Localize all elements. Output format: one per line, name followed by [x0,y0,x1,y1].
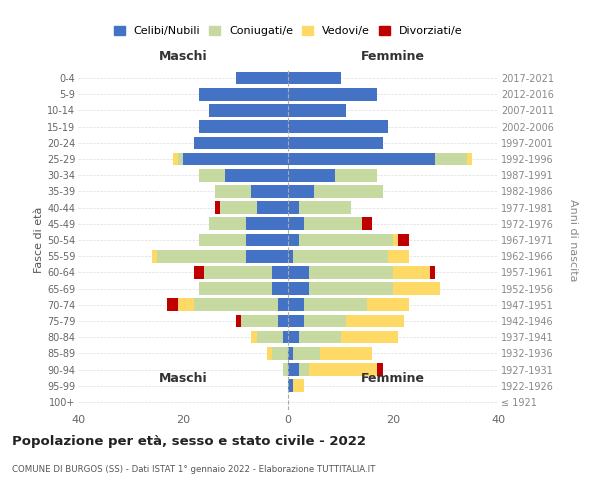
Text: Femmine: Femmine [361,372,425,386]
Bar [288,136,383,149]
Bar [199,234,246,246]
Bar [193,136,288,149]
Bar [199,282,272,295]
Bar [430,266,435,278]
Bar [288,298,304,311]
Bar [257,331,283,344]
Bar [293,380,304,392]
Bar [277,314,288,328]
Bar [288,218,304,230]
Text: COMUNE DI BURGOS (SS) - Dati ISTAT 1° gennaio 2022 - Elaborazione TUTTITALIA.IT: COMUNE DI BURGOS (SS) - Dati ISTAT 1° ge… [12,465,376,474]
Bar [346,314,404,328]
Bar [283,331,288,344]
Bar [435,152,467,166]
Bar [335,169,377,181]
Bar [193,298,277,311]
Bar [288,363,299,376]
Bar [167,298,178,311]
Bar [246,234,288,246]
Bar [299,202,351,214]
Bar [199,120,288,133]
Bar [199,169,225,181]
Bar [361,218,372,230]
Bar [283,363,288,376]
Bar [309,266,393,278]
Bar [393,266,430,278]
Bar [467,152,472,166]
Bar [157,250,246,262]
Bar [288,314,304,328]
Bar [241,314,277,328]
Bar [288,202,299,214]
Bar [388,250,409,262]
Bar [204,266,272,278]
Bar [288,120,388,133]
Bar [220,202,257,214]
Bar [293,347,320,360]
Bar [209,218,246,230]
Bar [272,266,288,278]
Bar [299,331,341,344]
Bar [178,298,193,311]
Bar [199,88,288,101]
Bar [173,152,178,166]
Bar [288,152,435,166]
Bar [288,88,377,101]
Bar [309,363,377,376]
Text: Femmine: Femmine [361,50,425,63]
Bar [288,250,293,262]
Bar [209,104,288,117]
Bar [246,218,288,230]
Text: Maschi: Maschi [158,372,208,386]
Bar [246,250,288,262]
Bar [299,363,309,376]
Bar [257,202,288,214]
Bar [314,185,383,198]
Bar [235,314,241,328]
Bar [251,185,288,198]
Bar [304,314,346,328]
Bar [304,218,361,230]
Bar [277,298,288,311]
Bar [393,282,440,295]
Bar [288,169,335,181]
Bar [293,250,388,262]
Bar [377,363,383,376]
Bar [193,266,204,278]
Bar [235,72,288,85]
Bar [393,234,398,246]
Bar [398,234,409,246]
Text: Popolazione per età, sesso e stato civile - 2022: Popolazione per età, sesso e stato civil… [12,435,366,448]
Bar [288,72,341,85]
Bar [215,202,220,214]
Bar [183,152,288,166]
Bar [272,282,288,295]
Y-axis label: Anni di nascita: Anni di nascita [568,198,578,281]
Bar [288,185,314,198]
Bar [288,347,293,360]
Bar [309,282,393,295]
Text: Maschi: Maschi [158,50,208,63]
Legend: Celibi/Nubili, Coniugati/e, Vedovi/e, Divorziati/e: Celibi/Nubili, Coniugati/e, Vedovi/e, Di… [109,21,467,40]
Bar [215,185,251,198]
Bar [288,104,346,117]
Bar [320,347,372,360]
Y-axis label: Fasce di età: Fasce di età [34,207,44,273]
Bar [288,380,293,392]
Bar [304,298,367,311]
Bar [288,266,309,278]
Bar [367,298,409,311]
Bar [341,331,398,344]
Bar [267,347,272,360]
Bar [272,347,288,360]
Bar [151,250,157,262]
Bar [299,234,393,246]
Bar [178,152,183,166]
Bar [288,331,299,344]
Bar [288,234,299,246]
Bar [225,169,288,181]
Bar [251,331,257,344]
Bar [288,282,309,295]
